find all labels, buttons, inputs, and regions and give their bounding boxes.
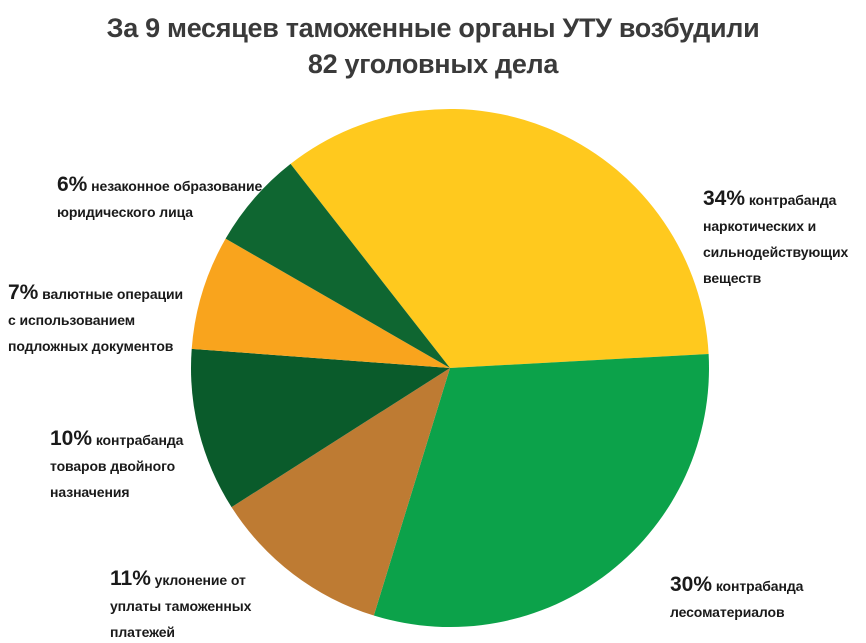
label-dual-use-goods-pct: 10% (50, 427, 93, 450)
label-legal-entity-text: незаконное образование юридического лица (57, 178, 263, 220)
label-customs-payments-text: уклонение от уплаты таможенных платежей (110, 572, 252, 640)
label-narcotics-text: контрабанда наркотических и сильнодейств… (703, 192, 849, 286)
chart-title: За 9 месяцев таможенные органы УТУ возбу… (0, 10, 866, 82)
label-customs-payments: 11% уклонение от уплаты таможенных плате… (110, 540, 310, 643)
label-legal-entity: 6% незаконное образование юридического л… (57, 146, 297, 225)
label-currency-operations-text: валютные операции с использованием подло… (8, 286, 184, 354)
label-narcotics-pct: 34% (703, 187, 746, 210)
label-timber-text: контрабанда лесоматериалов (670, 578, 804, 620)
label-narcotics: 34% контрабанда наркотических и сильноде… (703, 160, 866, 291)
pie-slice-11pct (231, 368, 450, 616)
label-currency-operations-pct: 7% (8, 281, 39, 304)
label-timber: 30% контрабанда лесоматериалов (670, 546, 866, 625)
label-currency-operations: 7% валютные операции с использованием по… (8, 254, 228, 359)
chart-title-line2: 82 уголовных дела (307, 49, 559, 79)
label-timber-pct: 30% (670, 573, 713, 596)
pie-slice-6pct (225, 163, 450, 368)
pie-slice-30pct (373, 353, 709, 628)
label-dual-use-goods: 10% контрабанда товаров двойного назначе… (50, 400, 250, 505)
pie-slice-10pct (191, 348, 451, 508)
label-customs-payments-pct: 11% (110, 567, 151, 590)
label-dual-use-goods-text: контрабанда товаров двойного назначения (50, 432, 184, 500)
pie-slice-7pct (191, 238, 450, 368)
chart-title-line1: За 9 месяцев таможенные органы УТУ возбу… (106, 13, 760, 43)
label-legal-entity-pct: 6% (57, 173, 88, 196)
pie-slice-34pct (290, 109, 709, 368)
